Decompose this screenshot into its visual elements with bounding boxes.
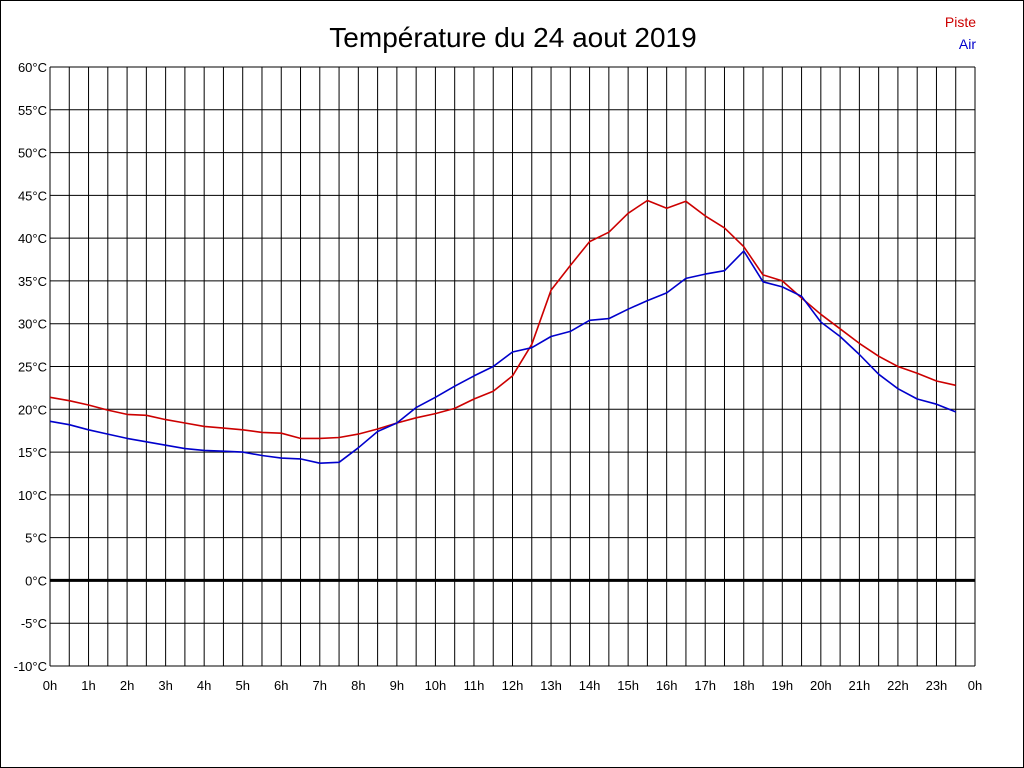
chart-title: Température du 24 aout 2019 — [329, 22, 696, 53]
x-tick-label: 10h — [425, 678, 447, 693]
y-tick-label: 40°C — [18, 231, 47, 246]
x-tick-label: 7h — [313, 678, 327, 693]
x-tick-label: 9h — [390, 678, 404, 693]
grid — [49, 66, 976, 667]
x-tick-label: 15h — [617, 678, 639, 693]
series-lines — [49, 199, 956, 465]
y-tick-label: 20°C — [18, 402, 47, 417]
x-tick-label: 13h — [540, 678, 562, 693]
y-tick-label: 35°C — [18, 274, 47, 289]
y-tick-label: 5°C — [25, 531, 47, 546]
y-tick-label: 10°C — [18, 488, 47, 503]
x-tick-label: 20h — [810, 678, 832, 693]
x-tick-label: 5h — [235, 678, 249, 693]
legend-entry-air: Air — [959, 36, 976, 52]
x-tick-label: 17h — [694, 678, 716, 693]
y-tick-label: -5°C — [21, 616, 47, 631]
y-tick-label: 15°C — [18, 445, 47, 460]
x-tick-label: 2h — [120, 678, 134, 693]
legend-entry-piste: Piste — [945, 14, 976, 30]
y-tick-label: 55°C — [18, 103, 47, 118]
y-tick-label: 50°C — [18, 146, 47, 161]
y-tick-label: 25°C — [18, 360, 47, 375]
y-tick-labels: -10°C -5°C 0°C 5°C 10°C 15°C 20°C 25°C 30°C 35°C 4… — [14, 60, 47, 674]
y-tick-label: -10°C — [14, 659, 47, 674]
y-tick-label: 60°C — [18, 60, 47, 75]
y-tick-label: 0°C — [25, 573, 47, 588]
x-tick-label: 6h — [274, 678, 288, 693]
legend: Piste Air — [945, 14, 976, 52]
x-tick-label: 23h — [926, 678, 948, 693]
x-tick-label: 11h — [464, 678, 485, 693]
series-line-air — [49, 250, 956, 465]
x-tick-label: 22h — [887, 678, 909, 693]
x-tick-label: 16h — [656, 678, 678, 693]
x-tick-label: 21h — [849, 678, 871, 693]
x-tick-label: 14h — [579, 678, 601, 693]
y-tick-label: 30°C — [18, 317, 47, 332]
x-tick-label: 8h — [351, 678, 365, 693]
x-tick-labels: 0h 1h 2h 3h 4h 5h 6h 7h 8h 9h 10h 11h 12h 13h 14h 15h 16… — [43, 678, 982, 693]
x-tick-label: 0h — [968, 678, 982, 693]
x-tick-label: 19h — [771, 678, 793, 693]
x-tick-label: 1h — [81, 678, 95, 693]
x-tick-label: 12h — [502, 678, 524, 693]
y-tick-label: 45°C — [18, 188, 47, 203]
x-tick-label: 4h — [197, 678, 211, 693]
x-tick-label: 3h — [158, 678, 172, 693]
x-tick-label: 18h — [733, 678, 755, 693]
x-tick-label: 0h — [43, 678, 57, 693]
